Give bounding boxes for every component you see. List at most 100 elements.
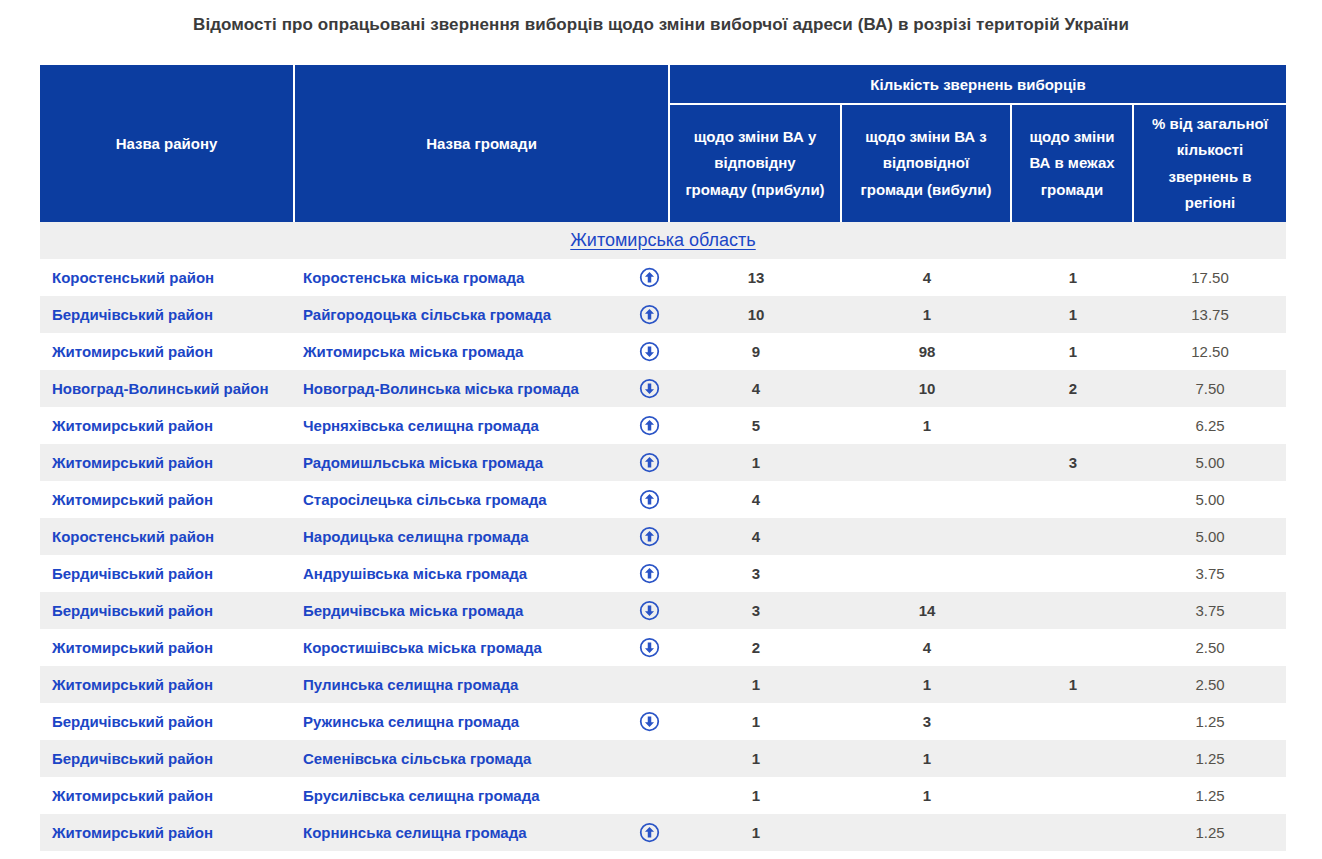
district-cell: Житомирський район bbox=[40, 444, 295, 481]
arrived-count-cell: 4 bbox=[670, 481, 842, 518]
within-count-cell bbox=[1012, 592, 1134, 629]
community-cell: Старосілецька сільська громада bbox=[295, 481, 670, 518]
district-cell: Коростенський район bbox=[40, 518, 295, 555]
district-cell: Житомирський район bbox=[40, 666, 295, 703]
region-section-cell: Житомирська область bbox=[40, 222, 1286, 259]
arrow-circle-up-icon bbox=[639, 489, 660, 510]
community-cell: Корнинська селищна громада bbox=[295, 814, 670, 851]
arrived-count-cell: 1 bbox=[670, 740, 842, 777]
arrived-count-cell: 1 bbox=[670, 666, 842, 703]
table-row: Житомирський район Черняхівська селищна … bbox=[40, 407, 1286, 444]
within-count-cell bbox=[1012, 481, 1134, 518]
community-cell: Народицька селищна громада bbox=[295, 518, 670, 555]
within-count-cell bbox=[1012, 629, 1134, 666]
arrived-count-cell: 9 bbox=[670, 333, 842, 370]
percent-cell: 12.50 bbox=[1134, 333, 1286, 370]
percent-cell: 1.25 bbox=[1134, 777, 1286, 814]
community-name: Брусилівська селищна громада bbox=[303, 787, 540, 804]
arrow-circle-down-icon bbox=[639, 711, 660, 732]
departed-count-cell: 1 bbox=[842, 407, 1012, 444]
percent-cell: 3.75 bbox=[1134, 555, 1286, 592]
region-link[interactable]: Житомирська область bbox=[570, 230, 755, 250]
arrived-count-cell: 1 bbox=[670, 703, 842, 740]
community-cell: Пулинська селищна громада bbox=[295, 666, 670, 703]
table-body: Житомирська область Коростенський район … bbox=[40, 222, 1286, 851]
col-header-percent: % від загальної кількості звернень в рег… bbox=[1134, 105, 1286, 222]
within-count-cell bbox=[1012, 740, 1134, 777]
departed-count-cell bbox=[842, 555, 1012, 592]
departed-count-cell: 1 bbox=[842, 777, 1012, 814]
community-cell: Коростишівська міська громада bbox=[295, 629, 670, 666]
within-count-cell: 3 bbox=[1012, 444, 1134, 481]
community-cell: Ружинська селищна громада bbox=[295, 703, 670, 740]
percent-cell: 5.00 bbox=[1134, 518, 1286, 555]
community-name: Житомирська міська громада bbox=[303, 343, 523, 360]
percent-cell: 17.50 bbox=[1134, 259, 1286, 296]
departed-count-cell: 4 bbox=[842, 259, 1012, 296]
departed-count-cell: 1 bbox=[842, 296, 1012, 333]
arrived-count-cell: 1 bbox=[670, 444, 842, 481]
district-cell: Бердичівський район bbox=[40, 592, 295, 629]
district-cell: Житомирський район bbox=[40, 407, 295, 444]
arrow-circle-up-icon bbox=[639, 267, 660, 288]
table-row: Новоград-Волинський район Новоград-Волин… bbox=[40, 370, 1286, 407]
arrived-count-cell: 13 bbox=[670, 259, 842, 296]
table-row: Житомирський район Брусилівська селищна … bbox=[40, 777, 1286, 814]
table-row: Коростенський район Народицька селищна г… bbox=[40, 518, 1286, 555]
arrived-count-cell: 3 bbox=[670, 592, 842, 629]
within-count-cell bbox=[1012, 555, 1134, 592]
percent-cell: 3.75 bbox=[1134, 592, 1286, 629]
within-count-cell: 1 bbox=[1012, 666, 1134, 703]
region-section-row: Житомирська область bbox=[40, 222, 1286, 259]
table-header: Назва району Назва громади Кількість зве… bbox=[40, 65, 1286, 222]
percent-cell: 13.75 bbox=[1134, 296, 1286, 333]
percent-cell: 2.50 bbox=[1134, 666, 1286, 703]
community-name: Народицька селищна громада bbox=[303, 528, 529, 545]
table-row: Бердичівський район Андрушівська міська … bbox=[40, 555, 1286, 592]
community-cell: Райгородоцька сільська громада bbox=[295, 296, 670, 333]
district-cell: Новоград-Волинський район bbox=[40, 370, 295, 407]
community-cell: Черняхівська селищна громада bbox=[295, 407, 670, 444]
community-name: Пулинська селищна громада bbox=[303, 676, 518, 693]
page-title: Відомості про опрацьовані звернення вибо… bbox=[0, 15, 1322, 35]
departed-count-cell: 10 bbox=[842, 370, 1012, 407]
within-count-cell bbox=[1012, 518, 1134, 555]
table-row: Коростенський район Коростенська міська … bbox=[40, 259, 1286, 296]
arrow-circle-down-icon bbox=[639, 378, 660, 399]
community-name: Новоград-Волинська міська громада bbox=[303, 380, 579, 397]
percent-cell: 2.50 bbox=[1134, 629, 1286, 666]
community-name: Андрушівська міська громада bbox=[303, 565, 527, 582]
community-cell: Коростенська міська громада bbox=[295, 259, 670, 296]
within-count-cell bbox=[1012, 777, 1134, 814]
arrow-circle-down-icon bbox=[639, 637, 660, 658]
within-count-cell bbox=[1012, 703, 1134, 740]
table-row: Бердичівський район Райгородоцька сільсь… bbox=[40, 296, 1286, 333]
arrived-count-cell: 5 bbox=[670, 407, 842, 444]
table-row: Житомирський район Житомирська міська гр… bbox=[40, 333, 1286, 370]
community-name: Старосілецька сільська громада bbox=[303, 491, 547, 508]
table-row: Бердичівський район Ружинська селищна гр… bbox=[40, 703, 1286, 740]
table-row: Житомирський район Корнинська селищна гр… bbox=[40, 814, 1286, 851]
arrow-circle-up-icon bbox=[639, 822, 660, 843]
departed-count-cell: 3 bbox=[842, 703, 1012, 740]
district-cell: Бердичівський район bbox=[40, 296, 295, 333]
community-cell: Семенівська сільська громада bbox=[295, 740, 670, 777]
percent-cell: 1.25 bbox=[1134, 703, 1286, 740]
departed-count-cell: 1 bbox=[842, 740, 1012, 777]
district-cell: Житомирський район bbox=[40, 629, 295, 666]
col-group-header-requests: Кількість звернень виборців bbox=[670, 65, 1286, 105]
table-row: Житомирський район Пулинська селищна гро… bbox=[40, 666, 1286, 703]
percent-cell: 1.25 bbox=[1134, 740, 1286, 777]
departed-count-cell: 1 bbox=[842, 666, 1012, 703]
arrived-count-cell: 2 bbox=[670, 629, 842, 666]
arrow-circle-up-icon bbox=[639, 304, 660, 325]
district-cell: Бердичівський район bbox=[40, 703, 295, 740]
within-count-cell bbox=[1012, 407, 1134, 444]
within-count-cell: 2 bbox=[1012, 370, 1134, 407]
voter-requests-table: Назва району Назва громади Кількість зве… bbox=[40, 65, 1286, 851]
arrived-count-cell: 1 bbox=[670, 777, 842, 814]
arrived-count-cell: 3 bbox=[670, 555, 842, 592]
district-cell: Житомирський район bbox=[40, 777, 295, 814]
community-cell: Радомишльська міська громада bbox=[295, 444, 670, 481]
community-name: Черняхівська селищна громада bbox=[303, 417, 539, 434]
